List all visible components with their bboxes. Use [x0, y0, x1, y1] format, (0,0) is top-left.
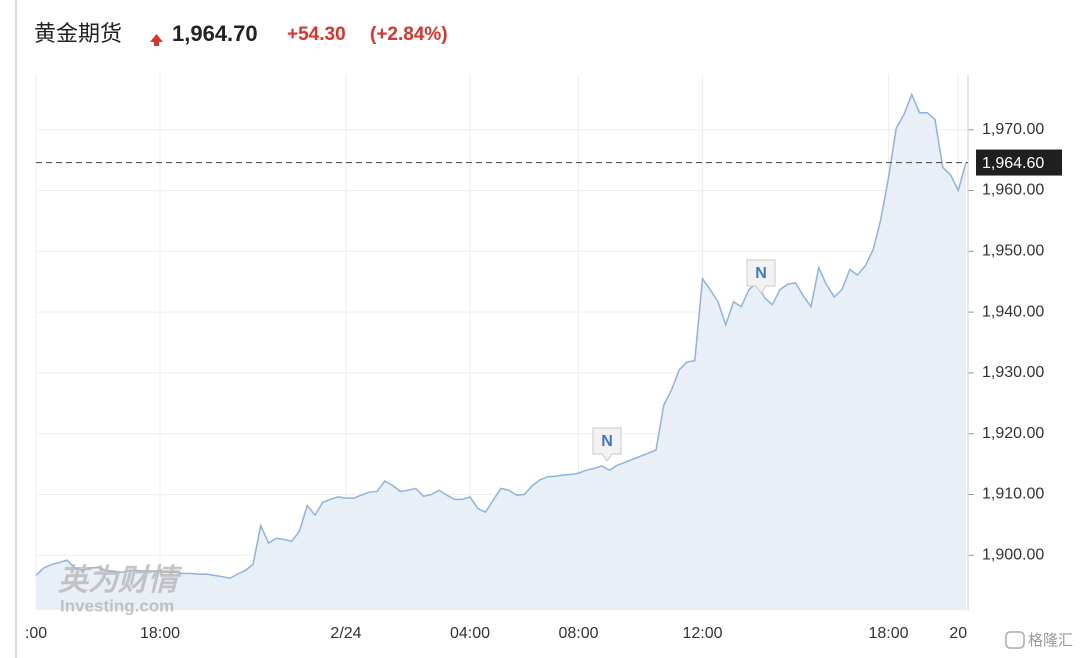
x-tick-label: 20: [949, 625, 967, 642]
news-marker: [746, 259, 776, 294]
news-label: N: [601, 433, 613, 450]
watermark-cn: 英为财情: [58, 564, 183, 597]
news-marker: [592, 427, 622, 462]
x-tick-label: :00: [25, 625, 47, 642]
last-price-box: [976, 149, 1062, 176]
last-price-label: 1,964.60: [982, 155, 1044, 172]
area-fill: [36, 94, 966, 610]
news-label: N: [755, 265, 767, 282]
watermark-en: Investing.com: [60, 596, 174, 615]
y-tick-label: 1,920.00: [982, 425, 1044, 442]
x-tick-label: 18:00: [140, 625, 180, 642]
x-tick-label: 12:00: [682, 625, 722, 642]
instrument-name: 黄金期货: [34, 21, 122, 46]
y-tick-label: 1,950.00: [982, 243, 1044, 260]
y-tick-label: 1,930.00: [982, 364, 1044, 381]
corner-watermark: 格隆汇: [1028, 632, 1073, 649]
x-tick-label: 04:00: [450, 625, 490, 642]
change: +54.30: [287, 24, 346, 45]
y-tick-label: 1,910.00: [982, 486, 1044, 503]
x-tick-label: 18:00: [868, 625, 908, 642]
y-tick-label: 1,900.00: [982, 547, 1044, 564]
y-tick-label: 1,940.00: [982, 303, 1044, 320]
y-tick-label: 1,970.00: [982, 121, 1044, 138]
x-tick-label: 08:00: [558, 625, 598, 642]
price: 1,964.70: [172, 21, 258, 46]
up-arrow: [150, 34, 163, 46]
change-pct: (+2.84%): [370, 24, 448, 45]
plot: 1,900.00 1,910.00 1,920.00 1,930.00 1,940.00…: [25, 75, 1062, 642]
x-tick-label: 2/24: [330, 625, 361, 642]
corner-logo: [1005, 631, 1025, 649]
y-tick-label: 1,960.00: [982, 182, 1044, 199]
price-line: [35, 92, 967, 580]
